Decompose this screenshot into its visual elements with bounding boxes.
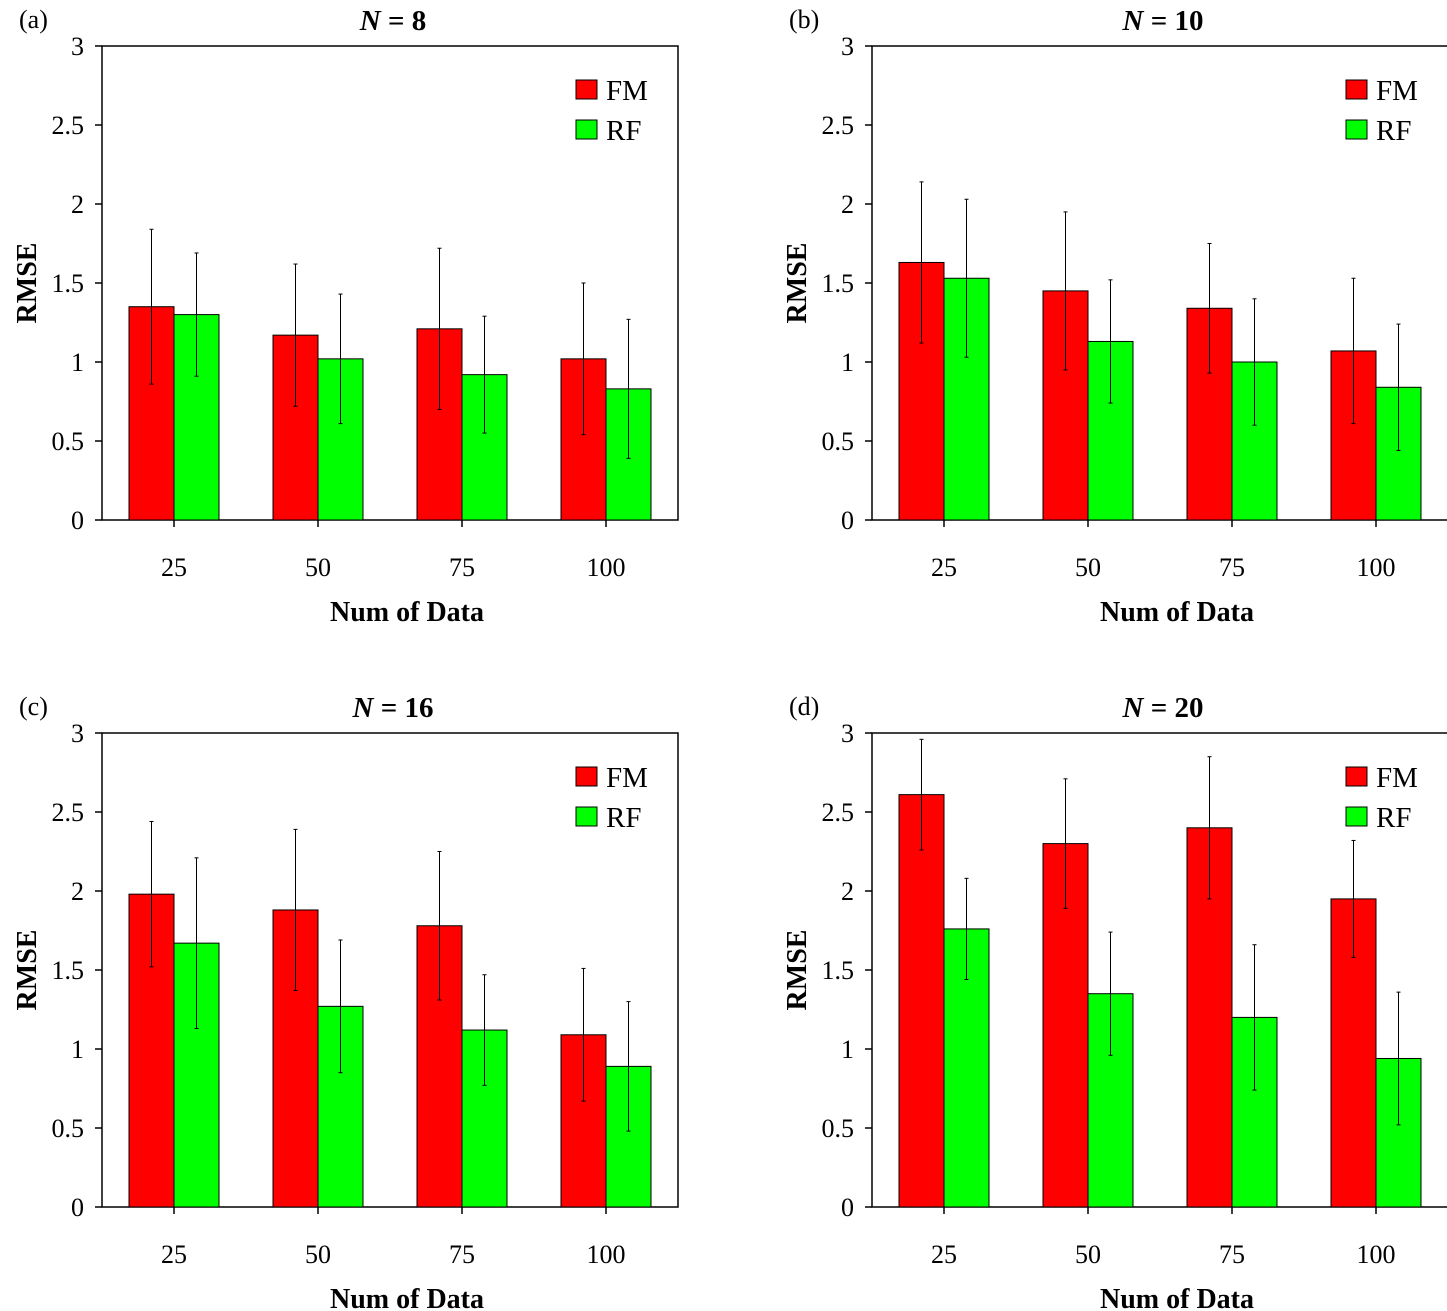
y-tick-label: 2.5 [52,111,85,140]
y-tick-label: 1.5 [822,956,855,985]
y-tick-label: 1.5 [52,269,85,298]
title-value: = 8 [381,5,427,37]
legend-label-fm: FM [606,75,648,107]
legend-swatch-fm [1345,766,1368,787]
x-axis-title: Num of Data [330,597,484,628]
x-tick-label: 75 [449,553,475,582]
y-tick-label: 0 [71,1193,84,1222]
legend-label-fm: FM [1376,75,1418,107]
y-tick-label: 0.5 [52,427,85,456]
title-value: = 10 [1143,5,1203,37]
legend-label-rf: RF [606,115,641,147]
legend-swatch-fm [1345,79,1368,100]
y-axis-title: RMSE [782,930,813,1011]
y-tick-label: 0.5 [52,1114,85,1143]
x-tick-label: 25 [931,553,957,582]
legend-swatch-fm [575,766,598,787]
x-axis-title: Num of Data [1100,1284,1254,1311]
y-tick-label: 2.5 [822,111,855,140]
x-tick-label: 75 [1219,1240,1245,1269]
legend-label-fm: FM [606,762,648,794]
x-tick-label: 100 [1357,553,1396,582]
x-tick-label: 25 [161,1240,187,1269]
y-axis-title: RMSE [12,243,43,324]
legend-label-rf: RF [1376,802,1411,834]
bar-fm [898,794,945,1208]
x-tick-label: 100 [587,1240,626,1269]
y-tick-label: 1 [71,348,84,377]
x-tick-label: 100 [1357,1240,1396,1269]
y-tick-label: 2.5 [822,798,855,827]
chart-panel-2: 0 0.5 1 1.5 2 2.5 3 25 50 75 100 FM RF (c) N = 16 Num o… [12,692,679,1311]
legend-label-rf: RF [606,802,641,834]
y-tick-label: 1 [71,1035,84,1064]
legend-swatch-rf [1345,806,1368,827]
title-variable: N [352,692,375,724]
title-variable: N [359,5,382,37]
x-axis-title: Num of Data [1100,597,1254,628]
panel-label: (c) [19,692,48,721]
chart-panel-1: 0 0.5 1 1.5 2 2.5 3 25 50 75 100 FM RF (b) N = 10 Num o… [782,5,1447,628]
title-variable: N [1122,5,1145,37]
y-tick-label: 2 [841,190,854,219]
panel-title: N = 20 [1122,692,1204,724]
x-tick-label: 50 [1075,1240,1101,1269]
chart-panel-0: 0 0.5 1 1.5 2 2.5 3 25 50 75 100 FM RF (a) N = 8 Num of… [12,5,679,628]
y-tick-label: 0 [71,506,84,535]
panel-label: (b) [789,5,819,34]
x-tick-label: 50 [1075,553,1101,582]
legend-label-fm: FM [1376,762,1418,794]
y-tick-label: 2 [71,190,84,219]
x-tick-label: 50 [305,553,331,582]
legend-swatch-rf [575,119,598,140]
x-tick-label: 25 [161,553,187,582]
title-variable: N [1122,692,1145,724]
panel-title: N = 10 [1122,5,1204,37]
y-tick-label: 0 [841,1193,854,1222]
y-tick-label: 3 [841,32,854,61]
title-value: = 16 [373,692,433,724]
panel-title: N = 8 [359,5,426,37]
legend-swatch-fm [575,79,598,100]
y-tick-label: 1 [841,348,854,377]
y-tick-label: 0 [841,506,854,535]
y-tick-label: 3 [71,32,84,61]
legend-swatch-rf [1345,119,1368,140]
chart-panel-3: 0 0.5 1 1.5 2 2.5 3 25 50 75 100 FM RF (d) N = 20 Num o… [782,692,1447,1311]
y-tick-label: 0.5 [822,1114,855,1143]
y-tick-label: 3 [841,719,854,748]
panel-label: (d) [789,692,819,721]
y-tick-label: 2 [71,877,84,906]
y-tick-label: 3 [71,719,84,748]
x-axis-title: Num of Data [330,1284,484,1311]
legend-label-rf: RF [1376,115,1411,147]
y-tick-label: 1.5 [52,956,85,985]
x-tick-label: 50 [305,1240,331,1269]
y-tick-label: 2.5 [52,798,85,827]
y-tick-label: 1 [841,1035,854,1064]
x-tick-label: 100 [587,553,626,582]
legend-swatch-rf [575,806,598,827]
y-tick-label: 2 [841,877,854,906]
panel-label: (a) [19,5,48,34]
panel-title: N = 16 [352,692,434,724]
title-value: = 20 [1143,692,1203,724]
y-axis-title: RMSE [782,243,813,324]
x-tick-label: 25 [931,1240,957,1269]
x-tick-label: 75 [1219,553,1245,582]
y-tick-label: 0.5 [822,427,855,456]
x-tick-label: 75 [449,1240,475,1269]
y-tick-label: 1.5 [822,269,855,298]
y-axis-title: RMSE [12,930,43,1011]
